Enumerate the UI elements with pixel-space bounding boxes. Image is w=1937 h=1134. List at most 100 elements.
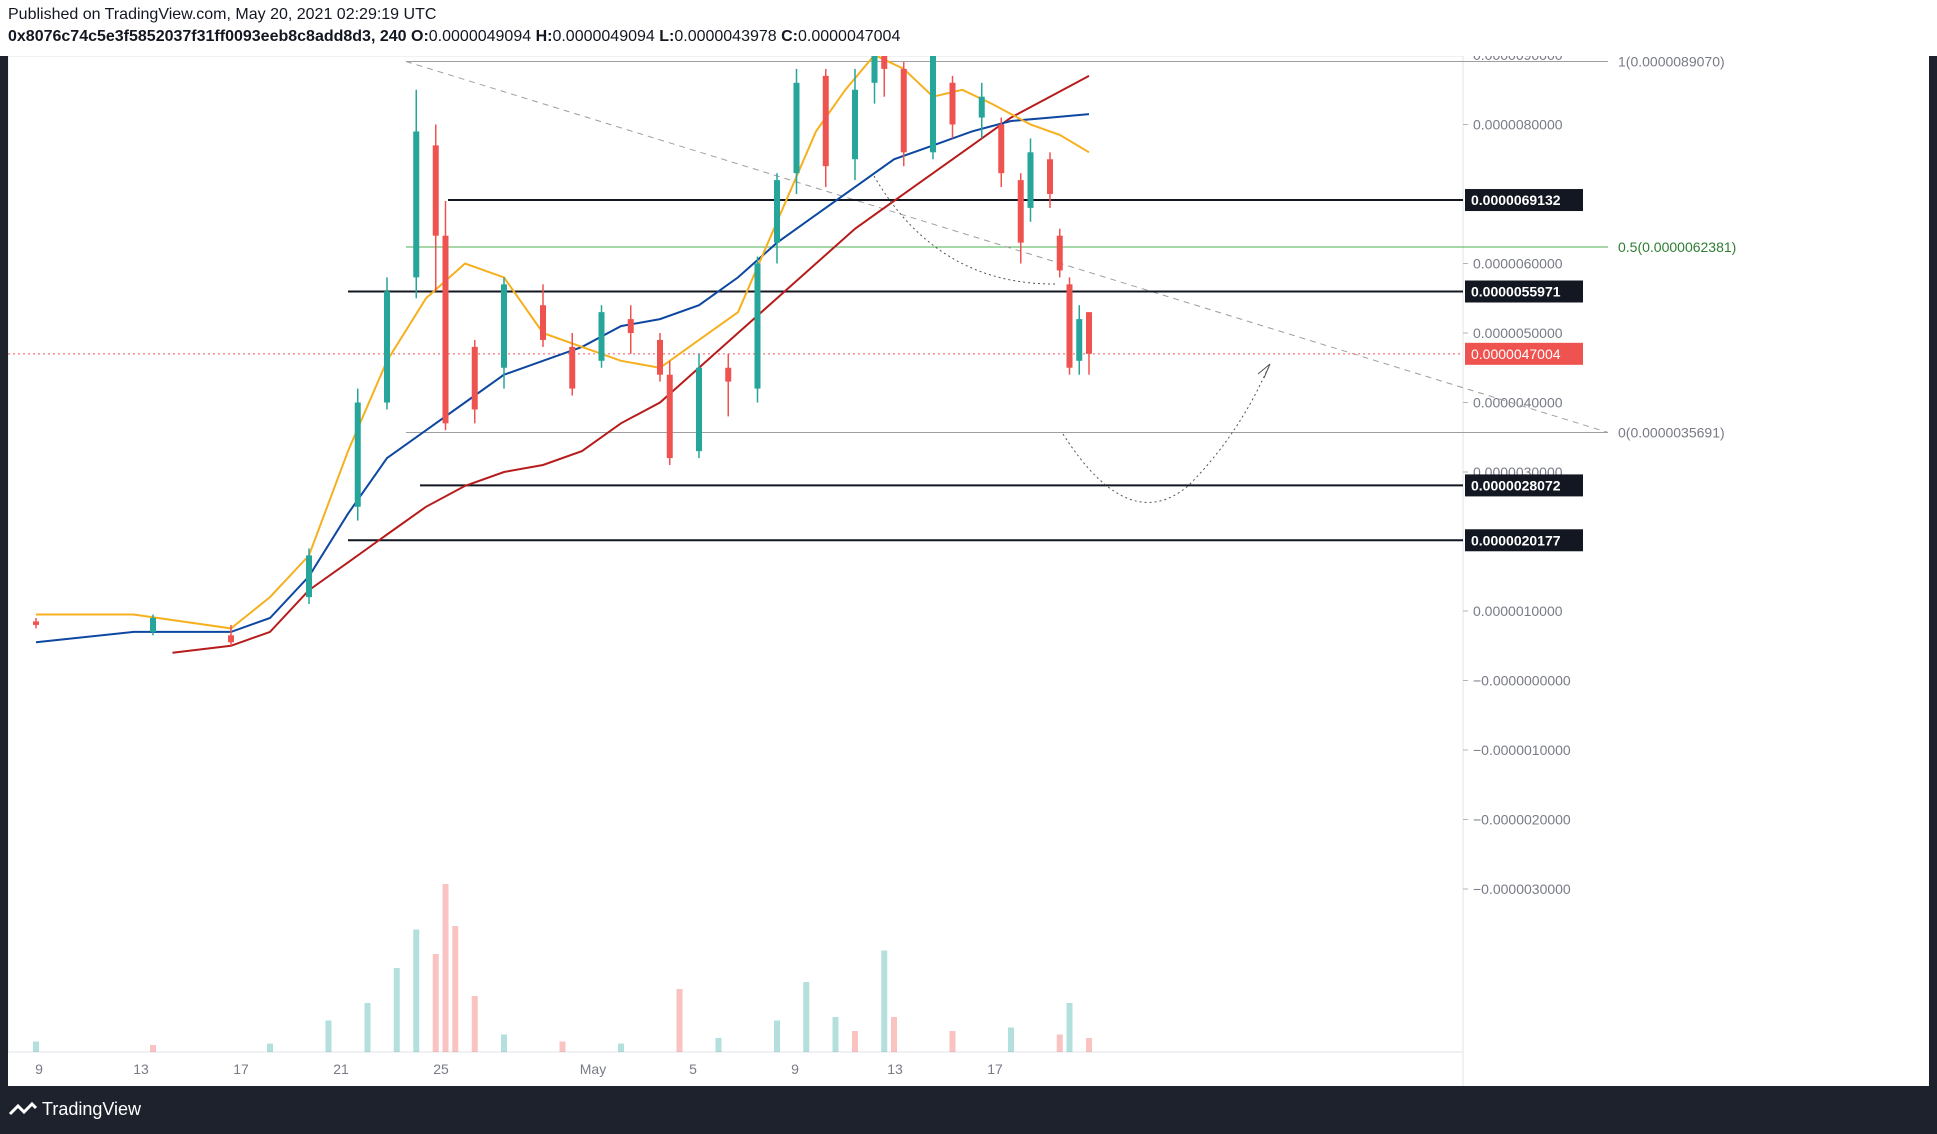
candle-body <box>930 55 936 153</box>
volume-bar <box>832 1017 839 1052</box>
candle-body <box>1076 319 1083 361</box>
chart-area[interactable]: 0.00001100000.00001000000.00000900000.00… <box>7 0 1929 1086</box>
volume-bar <box>393 968 400 1052</box>
ma-slow-line <box>172 75 1090 654</box>
x-tick-label: May <box>580 1061 606 1077</box>
volume-bar <box>267 1043 273 1052</box>
candle-body <box>150 617 156 632</box>
last-price-tag <box>1465 342 1583 365</box>
fib-level-label: 1(0.0000089070) <box>1618 56 1725 69</box>
level-price-tag <box>1465 280 1583 303</box>
y-tick-label: 0.0000080000 <box>1473 117 1563 133</box>
ohlc-l-label: L: <box>659 28 675 45</box>
volume-bar <box>432 954 439 1052</box>
candle-body <box>949 82 956 125</box>
candle-body <box>725 367 732 382</box>
volume-bar <box>1056 1034 1063 1052</box>
fib-level-label: 0.5(0.0000062381) <box>1618 239 1736 255</box>
candle-body <box>627 319 634 333</box>
volume-bar <box>442 884 449 1052</box>
volume-bar <box>881 950 888 1052</box>
projection-path <box>1062 367 1269 503</box>
brand-name: TradingView <box>42 1099 142 1119</box>
volume-bar <box>559 1041 566 1052</box>
candle-body <box>657 339 663 375</box>
volume-bar <box>1066 1003 1073 1052</box>
candle-body <box>793 82 800 174</box>
candle-body <box>774 180 780 243</box>
price-chart[interactable]: 0.00001100000.00001000000.00000900000.00… <box>7 0 1929 1086</box>
x-tick-label: 9 <box>35 1061 43 1077</box>
candle-body <box>306 555 312 598</box>
volume-bar <box>852 1031 858 1052</box>
candle-body <box>696 367 702 452</box>
x-tick-label: 13 <box>133 1061 149 1077</box>
fib-level-label: 0(0.0000035691) <box>1618 424 1725 440</box>
level-price-label: 0.0000020177 <box>1471 532 1561 548</box>
ohlc-c-label: C: <box>781 28 799 45</box>
candle-body <box>569 346 576 389</box>
candle-body <box>881 34 888 69</box>
volume-bar <box>452 926 459 1052</box>
candle-body <box>666 374 673 459</box>
candle-body <box>354 402 361 507</box>
volume-bar <box>364 1003 371 1052</box>
x-tick-label: 21 <box>333 1061 349 1077</box>
candle-body <box>471 346 478 410</box>
y-tick-label: 0.0000050000 <box>1473 325 1563 341</box>
x-tick-label: 25 <box>433 1061 449 1077</box>
ohlc-c-value: 0.0000047004 <box>798 28 901 45</box>
y-tick-label: −0.0000030000 <box>1473 881 1571 897</box>
ma-mid-line <box>35 113 1090 644</box>
candle-body <box>822 75 829 167</box>
volume-bar <box>774 1020 780 1052</box>
ohlc-o-label: O: <box>411 28 429 45</box>
candle-body <box>598 312 605 361</box>
candle-body <box>384 291 390 403</box>
volume-bar <box>150 1045 156 1052</box>
candle-body <box>33 621 39 625</box>
trend-line <box>405 60 1609 433</box>
volume-bar <box>1086 1038 1092 1052</box>
level-price-tag <box>1465 529 1583 552</box>
ohlc-h-label: H: <box>535 28 553 45</box>
candle-body <box>900 68 907 153</box>
last-price-label: 0.0000047004 <box>1471 346 1561 362</box>
projection-arrow-icon <box>1257 363 1271 379</box>
tradingview-logo-icon <box>8 1101 38 1116</box>
candle-body <box>228 635 234 643</box>
level-price-tag <box>1465 189 1583 212</box>
historical-path <box>873 175 1059 285</box>
candle-body <box>1086 312 1092 354</box>
candle-body <box>978 96 985 118</box>
x-tick-label: 17 <box>233 1061 249 1077</box>
ohlc-l-value: 0.0000043978 <box>674 28 777 45</box>
ohlc-o-value: 0.0000049094 <box>428 28 532 45</box>
x-tick-label: 5 <box>689 1061 697 1077</box>
candle-body <box>540 305 546 340</box>
footer-bar: TradingView <box>0 1086 1937 1134</box>
candle-body <box>871 27 878 83</box>
candle-body <box>1056 235 1063 271</box>
candle-body <box>754 263 761 389</box>
volume-bar <box>413 929 420 1052</box>
volume-bar <box>715 1038 722 1052</box>
y-tick-label: −0.0000010000 <box>1473 742 1571 758</box>
chart-header: Published on TradingView.com, May 20, 20… <box>0 0 1937 56</box>
candle-body <box>1047 159 1053 194</box>
symbol-name: 0x8076c74c5e3f5852037f31ff0093eeb8c8add8… <box>8 28 407 45</box>
candle-body <box>1066 284 1073 368</box>
x-tick-label: 17 <box>987 1061 1003 1077</box>
volume-bar <box>618 1043 624 1052</box>
level-price-label: 0.0000055971 <box>1471 284 1561 300</box>
y-tick-label: 0.0000040000 <box>1473 395 1563 411</box>
candle-body <box>442 235 449 424</box>
candle-body <box>1027 152 1034 208</box>
volume-bar <box>325 1020 332 1052</box>
volume-bar <box>501 1034 507 1052</box>
y-tick-label: 0.0000060000 <box>1473 256 1563 272</box>
volume-bar <box>949 1031 956 1052</box>
y-tick-label: −0.0000020000 <box>1473 812 1571 828</box>
level-price-label: 0.0000028072 <box>1471 477 1561 493</box>
volume-bar <box>33 1041 39 1052</box>
